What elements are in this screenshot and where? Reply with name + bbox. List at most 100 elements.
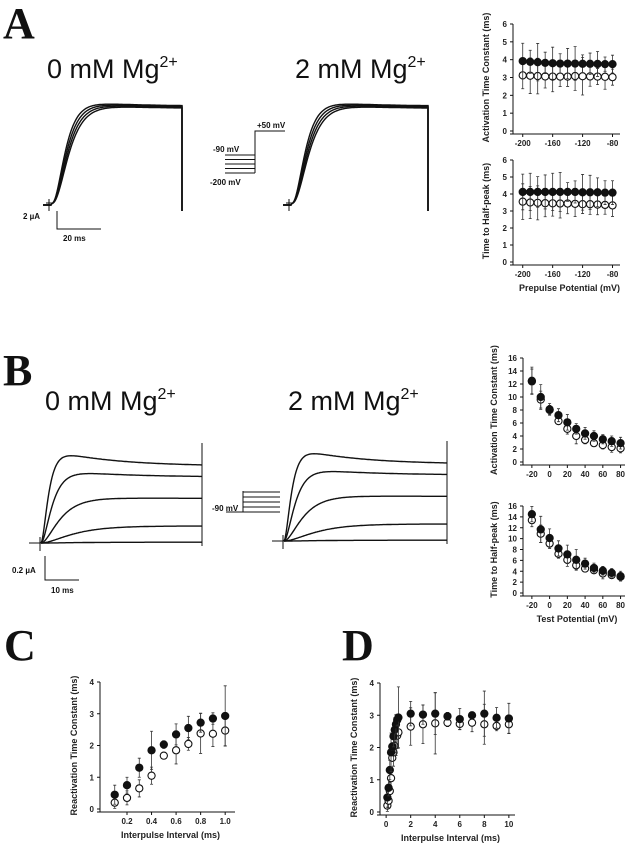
x-tick-label: 80 <box>616 470 625 479</box>
y-tick-label: 14 <box>508 513 517 522</box>
data-point <box>616 571 625 581</box>
x-axis-label: Prepulse Potential (mV) <box>519 283 620 293</box>
x-tick-label: -160 <box>545 270 562 279</box>
data-point <box>221 711 230 721</box>
y-tick-label: 4 <box>90 678 95 687</box>
y-tick-label: 2 <box>503 91 508 100</box>
data-point <box>159 751 168 760</box>
data-point <box>110 790 119 799</box>
data-point <box>504 714 514 723</box>
data-point <box>607 437 616 446</box>
current-trace <box>284 539 447 542</box>
data-point <box>555 59 565 68</box>
a-protocol-top-label: +50 mV <box>257 121 286 130</box>
y-axis-label: Reactivation Time Constant (ms) <box>69 676 79 816</box>
data-point <box>455 714 464 724</box>
data-point <box>541 58 550 68</box>
data-point <box>443 712 452 721</box>
data-point <box>527 376 537 385</box>
data-point <box>578 188 587 197</box>
data-point <box>563 418 572 427</box>
a-scale-time: 20 ms <box>63 234 86 243</box>
x-tick-label: 4 <box>433 820 438 829</box>
current-trace <box>40 454 202 544</box>
x-tick-label: 0.8 <box>195 817 207 826</box>
data-point <box>600 188 610 197</box>
data-point <box>171 730 181 739</box>
trace-baseline <box>29 443 203 551</box>
y-axis-label: Activation Time Constant (ms) <box>481 13 491 143</box>
a-protocol-bottom-label: -200 mV <box>210 178 241 187</box>
b-scale-bar: 0.2 µA 10 ms <box>12 556 79 595</box>
current-trace <box>43 106 183 211</box>
data-point <box>135 784 144 793</box>
y-tick-label: 0 <box>90 805 95 814</box>
data-point <box>578 72 587 81</box>
data-point <box>608 72 617 82</box>
y-tick-label: 10 <box>508 535 517 544</box>
current-trace <box>283 106 429 211</box>
y-tick-label: 6 <box>513 556 518 565</box>
stimulus-artifact <box>46 199 53 211</box>
axes: 0 1 2 3 4 0.2 0.4 0.6 0.8 1.0 Reactivation Time Co… <box>69 676 235 840</box>
x-axis-label: Interpulse Interval (ms) <box>401 833 500 843</box>
x-tick-label: 6 <box>458 820 463 829</box>
current-trace <box>43 105 183 211</box>
y-tick-label: 1 <box>503 241 508 250</box>
data-point <box>555 72 565 81</box>
b-protocol-holding-label: -90 mV <box>212 504 239 513</box>
chart-a2: 0 1 2 3 4 5 6 -200 -160 -120 -80 Time to Half-peak … <box>481 156 620 293</box>
data-point <box>384 783 393 792</box>
data-point <box>580 559 590 568</box>
y-tick-label: 4 <box>370 679 375 688</box>
data-point <box>585 188 595 197</box>
data-point <box>385 765 394 775</box>
y-tick-label: 4 <box>503 56 508 65</box>
b-current-traces-0mm <box>29 443 203 551</box>
y-tick-label: 4 <box>513 432 518 441</box>
y-tick-label: 5 <box>503 173 508 182</box>
data-point <box>548 59 557 68</box>
a-protocol-holding-label: -90 mV <box>213 145 240 154</box>
data-point <box>593 188 602 197</box>
data-point <box>541 187 550 197</box>
current-trace <box>40 472 202 544</box>
x-tick-label: 0.2 <box>121 817 133 826</box>
b-title-0mm: 0 mM Mg2+ <box>45 386 176 416</box>
data-point <box>563 59 572 68</box>
b-scale-time: 10 ms <box>51 586 74 595</box>
current-trace <box>283 495 447 542</box>
chart-d: 0 1 2 3 4 0 2 4 6 8 10 Reactivation Time Constant (… <box>349 678 515 843</box>
data-point <box>600 72 610 81</box>
x-tick-label: -20 <box>526 470 538 479</box>
a-title-2mm: 2 mM Mg2+ <box>295 54 426 84</box>
data-point <box>480 709 489 718</box>
panel-letter-a: A <box>3 0 35 48</box>
b-current-traces-2mm <box>272 441 448 549</box>
data-point <box>555 187 565 197</box>
y-tick-label: 6 <box>513 419 518 428</box>
current-trace <box>283 470 447 542</box>
x-tick-label: 0.4 <box>146 817 158 826</box>
series-2mm-open <box>110 713 230 809</box>
data-point <box>418 710 428 719</box>
axes: 0 1 2 3 4 5 6 -200 -160 -120 -80 Time to Half-peak … <box>481 156 620 293</box>
series-0mm-filled <box>110 685 230 805</box>
a-current-traces-2mm <box>283 103 429 211</box>
x-tick-label: 1.0 <box>220 817 232 826</box>
x-tick-label: 40 <box>581 470 590 479</box>
y-tick-label: 2 <box>90 742 95 751</box>
data-point <box>593 59 602 69</box>
data-point <box>598 435 607 444</box>
x-tick-label: 8 <box>482 820 487 829</box>
data-point <box>536 525 545 534</box>
y-tick-label: 1 <box>503 109 508 118</box>
series-2mm-open <box>383 692 514 812</box>
x-tick-label: -200 <box>515 139 532 148</box>
data-point <box>184 723 193 733</box>
x-tick-label: -120 <box>575 139 592 148</box>
axes: 0 1 2 3 4 5 6 -200 -160 -120 -80 Activation Time Co… <box>481 13 620 148</box>
b-scale-current: 0.2 µA <box>12 566 36 575</box>
